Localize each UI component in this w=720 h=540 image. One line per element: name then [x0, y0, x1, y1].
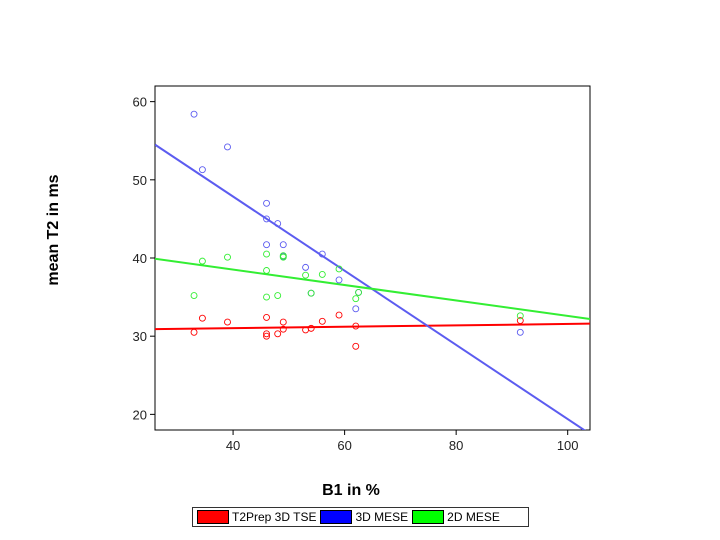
data-point-t2prep-3d-tse	[198, 314, 206, 322]
regression-lines	[155, 143, 590, 430]
data-point-3d-mese	[263, 241, 270, 249]
y-tick-label: 20	[133, 407, 147, 422]
data-point-2d-mese	[318, 270, 326, 278]
fit-line-t2prep-3d-tse	[155, 322, 590, 331]
data-point-2d-mese	[224, 253, 231, 261]
y-tick-label: 30	[133, 329, 147, 344]
data-point-t2prep-3d-tse	[307, 324, 315, 332]
y-tick-label: 40	[133, 251, 147, 266]
data-points	[190, 110, 524, 350]
chart-legend: T2Prep 3D TSE 3D MESE 2D MESE	[192, 507, 529, 527]
data-point-3d-mese	[224, 143, 231, 151]
x-tick-label: 60	[337, 438, 351, 453]
fit-line-2d-mese	[155, 257, 590, 320]
data-point-t2prep-3d-tse	[279, 318, 287, 326]
data-point-t2prep-3d-tse	[318, 317, 326, 325]
data-point-2d-mese	[279, 253, 287, 261]
data-point-3d-mese	[302, 263, 310, 271]
data-point-2d-mese	[355, 288, 363, 296]
data-point-2d-mese	[335, 265, 343, 273]
y-tick-label: 60	[133, 95, 147, 110]
legend-swatch-2d-mese	[412, 510, 445, 524]
data-point-3d-mese	[190, 110, 198, 118]
x-axis-title: B1 in %	[322, 482, 380, 499]
data-point-2d-mese	[190, 292, 198, 299]
data-point-2d-mese	[274, 292, 282, 299]
data-point-t2prep-3d-tse	[335, 311, 343, 319]
legend-label-t2prep: T2Prep 3D TSE	[232, 510, 317, 524]
y-axis: 20 30 40 50 60	[133, 95, 155, 422]
data-point-2d-mese	[198, 257, 206, 265]
data-point-t2prep-3d-tse	[516, 317, 524, 324]
data-point-3d-mese	[263, 215, 270, 223]
data-point-3d-mese	[263, 199, 270, 207]
data-point-2d-mese	[302, 271, 310, 279]
data-point-2d-mese	[516, 312, 524, 320]
x-axis: 40 60 80 100	[226, 430, 579, 453]
legend-item-3d-mese: 3D MESE	[320, 510, 408, 524]
y-tick-label: 50	[133, 173, 147, 188]
data-point-t2prep-3d-tse	[352, 322, 360, 330]
data-point-2d-mese	[263, 293, 270, 301]
data-point-3d-mese	[318, 250, 326, 258]
legend-label-2d-mese: 2D MESE	[447, 510, 500, 524]
data-point-3d-mese	[335, 276, 343, 284]
data-point-t2prep-3d-tse	[352, 342, 360, 350]
data-point-t2prep-3d-tse	[263, 313, 270, 321]
data-point-2d-mese	[352, 295, 360, 303]
legend-swatch-3d-mese	[320, 510, 353, 524]
data-point-3d-mese	[516, 328, 524, 336]
plot-area	[154, 85, 591, 431]
legend-item-2d-mese: 2D MESE	[412, 510, 500, 524]
x-tick-label: 100	[557, 438, 579, 453]
data-point-2d-mese	[263, 267, 270, 274]
y-axis-title: mean T2 in ms	[45, 174, 62, 285]
data-point-2d-mese	[307, 289, 315, 297]
data-point-3d-mese	[279, 241, 287, 249]
data-point-2d-mese	[263, 250, 270, 258]
data-point-3d-mese	[198, 166, 206, 174]
data-point-t2prep-3d-tse	[224, 318, 231, 326]
data-point-3d-mese	[274, 220, 282, 228]
legend-swatch-t2prep	[197, 510, 229, 524]
data-point-t2prep-3d-tse	[190, 328, 198, 336]
legend-label-3d-mese: 3D MESE	[355, 510, 409, 524]
data-point-t2prep-3d-tse	[279, 325, 287, 333]
data-point-3d-mese	[352, 305, 360, 313]
data-point-t2prep-3d-tse	[263, 332, 270, 340]
x-tick-label: 40	[226, 438, 240, 453]
data-point-t2prep-3d-tse	[274, 330, 282, 338]
legend-item-t2prep: T2Prep 3D TSE	[197, 510, 316, 524]
x-tick-label: 80	[449, 438, 463, 453]
data-point-t2prep-3d-tse	[263, 330, 270, 338]
